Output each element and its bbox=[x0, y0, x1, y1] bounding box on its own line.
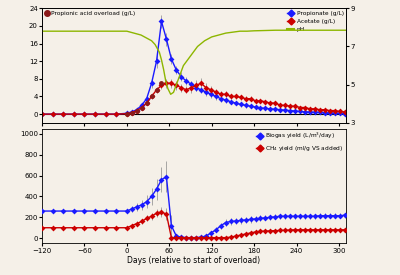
Legend: Propionate (g/L), Acetate (g/L), pH: Propionate (g/L), Acetate (g/L), pH bbox=[287, 10, 344, 32]
Legend: Biogas yield (L/m$^3$/day), CH$_4$ yield (ml/g VS added): Biogas yield (L/m$^3$/day), CH$_4$ yield… bbox=[256, 130, 344, 154]
X-axis label: Days (relative to start of overload): Days (relative to start of overload) bbox=[128, 256, 260, 265]
